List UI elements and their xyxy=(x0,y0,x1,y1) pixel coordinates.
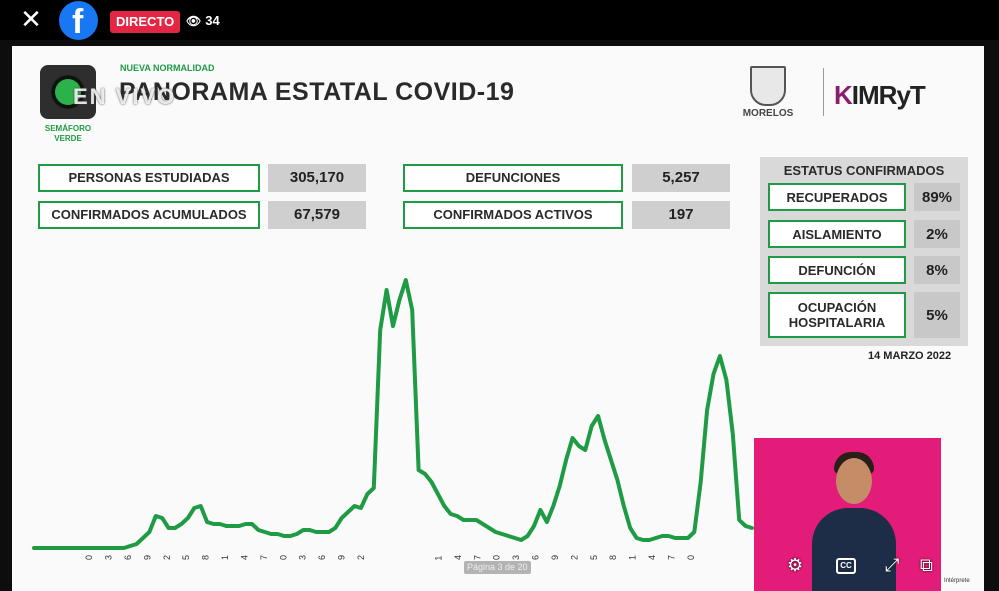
chart-x-tick: 22 xyxy=(162,555,172,560)
chart-x-axis: 1471013161922252831343740434649522581114… xyxy=(30,555,754,560)
stat-value-confirmados-acumulados: 67,579 xyxy=(268,201,366,229)
status-label-ocupacion-hospitalaria: OCUPACIÓN HOSPITALARIA xyxy=(768,292,906,338)
status-value-recuperados: 89% xyxy=(914,183,960,211)
fullscreen-icon[interactable]: ⤢ xyxy=(885,555,900,576)
semaforo-label: SEMÁFORO VERDE xyxy=(44,124,92,143)
gear-icon[interactable]: ⚙ xyxy=(787,555,804,576)
status-panel: ESTATUS CONFIRMADOS RECUPERADOS 89% AISL… xyxy=(760,157,968,346)
chart-x-tick: 34 xyxy=(239,555,249,560)
logo-divider xyxy=(823,68,824,116)
facebook-logo-glyph: f xyxy=(72,3,84,41)
chart-x-tick: 13 xyxy=(104,555,114,560)
status-title: ESTATUS CONFIRMADOS xyxy=(783,163,945,178)
chart-x-tick: 31 xyxy=(220,555,230,560)
stat-value-defunciones: 5,257 xyxy=(632,164,730,192)
status-label-aislamiento: AISLAMIENTO xyxy=(768,220,906,248)
chart-x-tick: 23 xyxy=(511,555,521,560)
status-label-recuperados: RECUPERADOS xyxy=(768,183,906,211)
stat-value-personas-estudiadas: 305,170 xyxy=(268,164,366,192)
live-top-bar: ✕ f DIRECTO 👁 34 xyxy=(0,0,999,41)
chart-x-tick: 47 xyxy=(666,555,676,560)
page-indicator: Página 3 de 20 xyxy=(464,561,531,574)
chart-x-tick: 14 xyxy=(453,555,463,560)
status-value-aislamiento: 2% xyxy=(914,220,960,248)
live-badge: DIRECTO xyxy=(110,11,181,33)
morelos-crest-icon xyxy=(750,66,786,106)
status-value-defuncion: 8% xyxy=(914,256,960,284)
imryt-logo-mark: K xyxy=(834,80,853,110)
chart-x-tick: 28 xyxy=(201,555,211,560)
imryt-logo-text: IMRyT xyxy=(851,80,926,110)
stat-label-defunciones: DEFUNCIONES xyxy=(403,164,623,192)
chart-x-tick: 35 xyxy=(589,555,599,560)
interpreter-head xyxy=(836,458,872,504)
sign-interpreter-video[interactable] xyxy=(754,438,941,591)
viewer-count-value: 34 xyxy=(205,13,220,28)
slide-subtitle: NUEVA NORMALIDAD xyxy=(120,63,215,73)
picture-in-picture-icon[interactable]: ⧉ xyxy=(920,555,933,576)
chart-x-tick: 25 xyxy=(181,555,191,560)
chart-series-line xyxy=(32,278,754,550)
video-scrubber[interactable] xyxy=(346,586,706,591)
chart-x-tick: 37 xyxy=(259,555,269,560)
chart-x-tick: 26 xyxy=(531,555,541,560)
chart-x-tick: 38 xyxy=(608,555,618,560)
stat-label-confirmados-activos: CONFIRMADOS ACTIVOS xyxy=(403,201,623,229)
chart-x-tick: 17 xyxy=(472,555,482,560)
chart-x-tick: 46 xyxy=(317,555,327,560)
imryt-logo: KIMRyT xyxy=(834,80,926,111)
slide-title: PANORAMA ESTATAL COVID-19 xyxy=(119,78,515,106)
morelos-logo: MORELOS xyxy=(738,66,798,119)
chart-x-tick: 44 xyxy=(647,555,657,560)
eye-icon: 👁 xyxy=(186,14,202,28)
chart-x-tick: 19 xyxy=(142,555,152,560)
stat-value-confirmados-activos: 197 xyxy=(632,201,730,229)
chart-x-tick: 10 xyxy=(84,555,94,560)
chart-x-tick: 11 xyxy=(434,556,444,560)
chart-x-tick: 32 xyxy=(569,555,579,560)
chart-x-tick: 20 xyxy=(492,555,502,560)
facebook-logo-icon[interactable]: f xyxy=(59,1,98,41)
morelos-logo-text: MORELOS xyxy=(742,108,794,119)
chart-x-tick: 49 xyxy=(336,555,346,560)
captions-button[interactable]: CC xyxy=(836,558,856,574)
viewer-count: 👁 34 xyxy=(186,13,220,28)
chart-x-tick: 50 xyxy=(686,555,696,560)
chart-x-tick: 16 xyxy=(123,555,133,560)
chart-x-tick: 29 xyxy=(550,555,560,560)
status-label-defuncion: DEFUNCIÓN xyxy=(768,256,906,284)
chart-x-tick: 43 xyxy=(298,555,308,560)
report-date: 14 MARZO 2022 xyxy=(868,350,952,362)
stat-label-personas-estudiadas: PERSONAS ESTUDIADAS xyxy=(38,164,260,192)
interpreter-tag: Intérprete xyxy=(944,578,970,584)
interpreter-body xyxy=(812,508,896,591)
semaforo-icon xyxy=(40,65,96,119)
chart-x-tick: 40 xyxy=(278,555,288,560)
chart-x-tick: 41 xyxy=(628,555,638,560)
status-value-ocupacion-hospitalaria: 5% xyxy=(914,292,960,338)
stat-label-confirmados-acumulados: CONFIRMADOS ACUMULADOS xyxy=(38,201,260,229)
en-vivo-overlay: EN VIVO xyxy=(73,84,177,109)
chart-x-tick: 52 xyxy=(356,555,366,560)
covid-line-chart: 1471013161922252831343740434649522581114… xyxy=(30,278,754,560)
close-icon[interactable]: ✕ xyxy=(20,5,42,35)
